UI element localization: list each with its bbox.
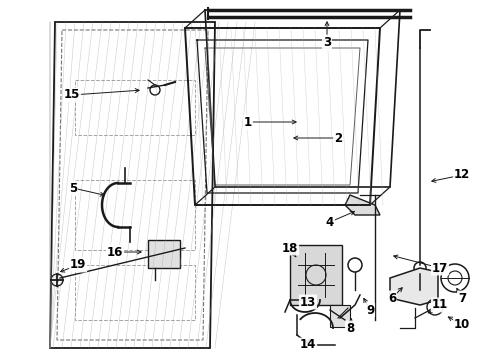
Text: 1: 1 — [244, 116, 252, 129]
Text: 8: 8 — [346, 321, 354, 334]
Text: 9: 9 — [366, 303, 374, 316]
Text: 4: 4 — [326, 216, 334, 229]
Polygon shape — [390, 268, 438, 305]
Text: 15: 15 — [64, 89, 80, 102]
Text: 5: 5 — [69, 181, 77, 194]
Text: 16: 16 — [107, 246, 123, 258]
Text: 2: 2 — [334, 131, 342, 144]
Text: 14: 14 — [300, 338, 316, 351]
Text: 18: 18 — [282, 242, 298, 255]
Polygon shape — [345, 195, 380, 215]
Text: 3: 3 — [323, 36, 331, 49]
Bar — [148, 240, 180, 268]
Text: 7: 7 — [458, 292, 466, 305]
Bar — [290, 245, 342, 305]
Text: 6: 6 — [388, 292, 396, 305]
Text: 13: 13 — [300, 296, 316, 309]
Text: 11: 11 — [432, 298, 448, 311]
Bar — [75, 265, 195, 320]
Bar — [75, 180, 195, 250]
Text: 17: 17 — [432, 261, 448, 274]
Text: 10: 10 — [454, 319, 470, 332]
Bar — [75, 80, 195, 135]
Text: 12: 12 — [454, 168, 470, 181]
Text: 19: 19 — [70, 258, 86, 271]
Bar — [330, 305, 350, 327]
